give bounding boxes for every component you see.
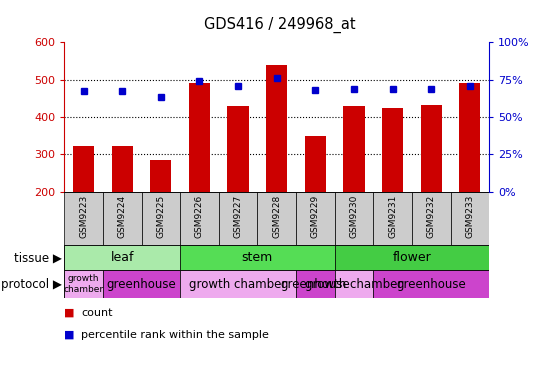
Bar — [305, 136, 326, 192]
Text: GSM9229: GSM9229 — [311, 194, 320, 238]
Text: stem: stem — [242, 251, 273, 264]
Bar — [459, 83, 480, 192]
Bar — [335, 270, 373, 298]
Text: growth chamber: growth chamber — [190, 278, 287, 291]
Bar — [335, 245, 489, 270]
Bar — [335, 192, 373, 245]
Bar — [343, 107, 364, 192]
Text: GSM9226: GSM9226 — [195, 194, 204, 238]
Bar — [180, 245, 335, 270]
Text: ■: ■ — [64, 308, 75, 318]
Bar — [219, 192, 257, 245]
Bar — [373, 192, 412, 245]
Bar — [373, 270, 489, 298]
Bar — [180, 270, 296, 298]
Text: GSM9224: GSM9224 — [118, 194, 127, 238]
Bar — [451, 192, 489, 245]
Text: greenhouse: greenhouse — [107, 278, 177, 291]
Text: GSM9233: GSM9233 — [465, 194, 475, 238]
Bar — [73, 146, 94, 192]
Text: GSM9232: GSM9232 — [427, 194, 435, 238]
Text: growth chamber: growth chamber — [305, 278, 402, 291]
Bar — [112, 146, 133, 192]
Bar — [150, 160, 172, 192]
Bar — [382, 108, 403, 192]
Text: GSM9230: GSM9230 — [349, 194, 358, 238]
Text: GSM9231: GSM9231 — [388, 194, 397, 238]
Text: ■: ■ — [64, 330, 75, 340]
Bar — [64, 245, 180, 270]
Text: leaf: leaf — [111, 251, 134, 264]
Text: flower: flower — [392, 251, 431, 264]
Text: GDS416 / 249968_at: GDS416 / 249968_at — [203, 16, 356, 33]
Bar — [266, 64, 287, 192]
Bar — [296, 192, 335, 245]
Bar — [228, 107, 249, 192]
Text: GSM9223: GSM9223 — [79, 194, 88, 238]
Text: growth protocol ▶: growth protocol ▶ — [0, 278, 61, 291]
Text: greenhouse: greenhouse — [281, 278, 350, 291]
Text: GSM9227: GSM9227 — [234, 194, 243, 238]
Bar — [296, 270, 335, 298]
Bar — [189, 83, 210, 192]
Text: GSM9228: GSM9228 — [272, 194, 281, 238]
Bar — [64, 270, 103, 298]
Bar — [64, 192, 103, 245]
Text: percentile rank within the sample: percentile rank within the sample — [81, 330, 269, 340]
Bar — [257, 192, 296, 245]
Text: growth
chamber: growth chamber — [64, 274, 103, 294]
Text: GSM9225: GSM9225 — [157, 194, 165, 238]
Text: greenhouse: greenhouse — [396, 278, 466, 291]
Bar — [180, 192, 219, 245]
Text: tissue ▶: tissue ▶ — [13, 251, 61, 264]
Bar — [141, 192, 180, 245]
Bar — [103, 270, 180, 298]
Text: count: count — [81, 308, 112, 318]
Bar — [412, 192, 451, 245]
Bar — [420, 105, 442, 192]
Bar — [103, 192, 141, 245]
